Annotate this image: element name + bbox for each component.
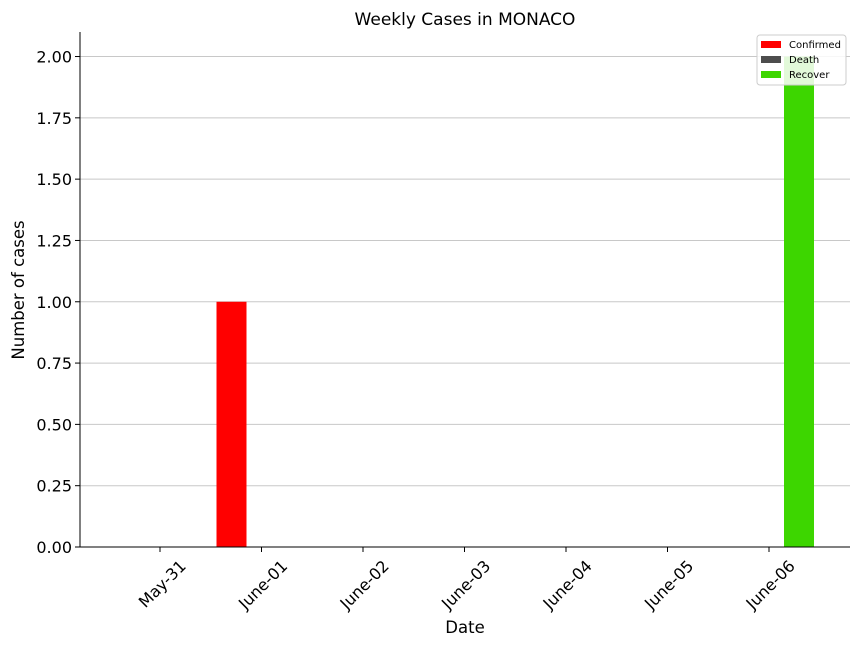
legend-swatch-confirmed — [761, 41, 781, 48]
bar-confirmed-june-01 — [216, 301, 247, 547]
y-tick-label: 1.75 — [36, 109, 72, 128]
legend-label-death: Death — [789, 55, 819, 66]
y-tick-label: 0.50 — [36, 415, 72, 434]
legend-label-confirmed: Confirmed — [789, 40, 841, 51]
x-tick-label: June-01 — [234, 556, 291, 613]
y-tick-label: 1.25 — [36, 231, 72, 250]
x-tick-label: May-31 — [135, 556, 190, 611]
y-tick-label: 0.00 — [36, 538, 72, 557]
legend-label-recover: Recover — [789, 70, 830, 81]
y-ticks: 0.00 0.25 0.50 0.75 1.00 1.25 1.50 1.75 2.00 — [36, 48, 80, 557]
y-tick-label: 1.50 — [36, 170, 72, 189]
y-tick-label: 0.75 — [36, 354, 72, 373]
chart-title: Weekly Cases in MONACO — [355, 10, 576, 30]
x-axis-title: Date — [445, 618, 484, 637]
legend-swatch-recover — [761, 71, 781, 78]
x-ticks: May-31 June-01 June-02 June-03 June-04 June-0… — [135, 547, 799, 614]
y-tick-label: 2.00 — [36, 48, 72, 67]
bar-recover-june-06 — [784, 56, 814, 548]
legend-swatch-death — [761, 56, 781, 63]
bars — [216, 56, 814, 548]
x-tick-label: June-02 — [336, 556, 393, 613]
y-tick-label: 0.25 — [36, 477, 72, 496]
gridlines — [80, 56, 850, 548]
x-tick-label: June-03 — [437, 556, 494, 613]
y-axis-title: Number of cases — [9, 220, 28, 359]
y-tick-label: 1.00 — [36, 293, 72, 312]
legend: Confirmed Death Recover — [756, 34, 847, 86]
x-tick-label: June-05 — [640, 556, 697, 613]
x-tick-label: June-06 — [742, 556, 799, 613]
x-tick-label: June-04 — [539, 556, 596, 613]
